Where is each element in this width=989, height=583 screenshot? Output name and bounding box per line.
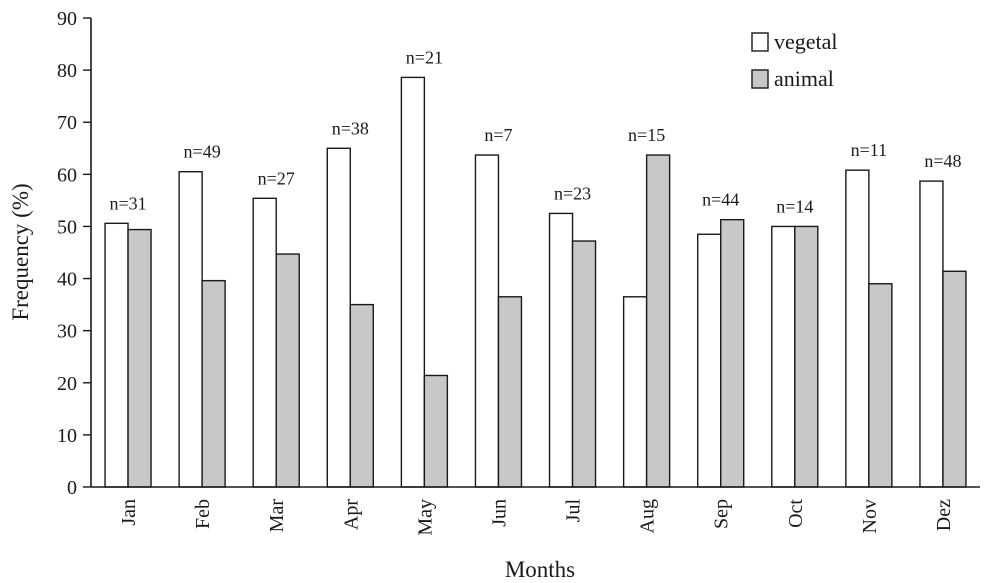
x-tick-label: Dez — [933, 499, 955, 531]
y-tick-label: 70 — [57, 112, 77, 134]
legend-label-animal: animal — [774, 66, 834, 91]
bar-animal-nov — [868, 283, 893, 488]
y-tick-label: 80 — [57, 60, 77, 82]
sample-size-label: n=38 — [332, 118, 369, 138]
bar-animal-oct — [794, 225, 819, 488]
bar-vegetal-jun — [474, 154, 500, 488]
bar-vegetal-dez — [919, 180, 944, 488]
bar-animal-jul — [571, 240, 597, 488]
x-tick-label: Aug — [637, 499, 659, 533]
bar-vegetal-nov — [845, 169, 870, 488]
x-tick-label: Jun — [488, 499, 510, 527]
x-tick-label: Jul — [563, 499, 585, 523]
chart-ticks: 0 10 20 30 40 50 60 70 80 90 Jan Feb Mar Apr May Jun Jul… — [57, 8, 955, 536]
sample-size-label: n=7 — [484, 125, 512, 145]
x-tick-label: Apr — [340, 499, 362, 530]
x-tick-label: Sep — [711, 499, 733, 529]
bar-animal-aug — [645, 154, 671, 488]
x-axis-label: Months — [505, 557, 575, 582]
bar-vegetal-aug — [622, 296, 648, 488]
y-tick-label: 30 — [57, 321, 77, 343]
sample-size-label: n=44 — [702, 190, 739, 210]
sample-size-label: n=27 — [258, 168, 295, 188]
bar-animal-jan — [127, 228, 152, 488]
bar-vegetal-sep — [697, 233, 722, 488]
x-tick-label: Oct — [785, 499, 807, 528]
y-tick-label: 0 — [67, 477, 77, 499]
sample-size-label: n=23 — [554, 183, 591, 203]
x-tick-label: Nov — [859, 499, 881, 533]
bar-vegetal-mar — [252, 197, 277, 488]
bar-vegetal-apr — [326, 147, 351, 488]
bar-animal-feb — [201, 279, 226, 488]
legend-swatch-animal — [751, 69, 769, 89]
legend-swatch-vegetal — [751, 32, 769, 52]
chart-axes — [90, 18, 980, 488]
y-tick-label: 60 — [57, 164, 77, 186]
y-tick-label: 10 — [57, 425, 77, 447]
bar-animal-jun — [497, 296, 523, 488]
y-tick-label: 90 — [57, 8, 77, 30]
bar-vegetal-may — [400, 76, 426, 488]
bar-vegetal-jul — [548, 212, 574, 488]
x-tick-label: May — [414, 499, 436, 536]
legend: vegetal animal — [751, 29, 838, 91]
x-tick-label: Jan — [118, 499, 140, 526]
bar-vegetal-jan — [104, 222, 129, 488]
sample-size-label: n=14 — [776, 196, 813, 216]
bar-animal-may — [423, 374, 449, 488]
bar-animal-apr — [349, 303, 374, 488]
y-axis-label: Frequency (%) — [8, 183, 33, 320]
sample-size-label: n=21 — [406, 47, 443, 67]
x-tick-label: Feb — [192, 499, 214, 529]
sample-size-label: n=15 — [628, 125, 665, 145]
y-tick-label: 40 — [57, 269, 77, 291]
x-tick-label: Mar — [266, 499, 288, 533]
chart-marks: n=31 n=49 n=27 n=38 n=21 n=7 n=23 n=15 n=44 n=14 n… — [104, 47, 967, 488]
sample-size-label: n=11 — [851, 140, 887, 160]
sample-size-label: n=31 — [109, 193, 146, 213]
bar-animal-sep — [720, 218, 745, 488]
legend-label-vegetal: vegetal — [774, 29, 838, 54]
bar-vegetal-feb — [178, 171, 203, 488]
sample-size-label: n=49 — [184, 142, 221, 162]
bar-vegetal-oct — [771, 225, 796, 488]
y-tick-label: 50 — [57, 216, 77, 238]
y-tick-label: 20 — [57, 373, 77, 395]
bar-animal-mar — [275, 253, 300, 488]
sample-size-label: n=48 — [924, 151, 961, 171]
bar-animal-dez — [942, 270, 967, 488]
